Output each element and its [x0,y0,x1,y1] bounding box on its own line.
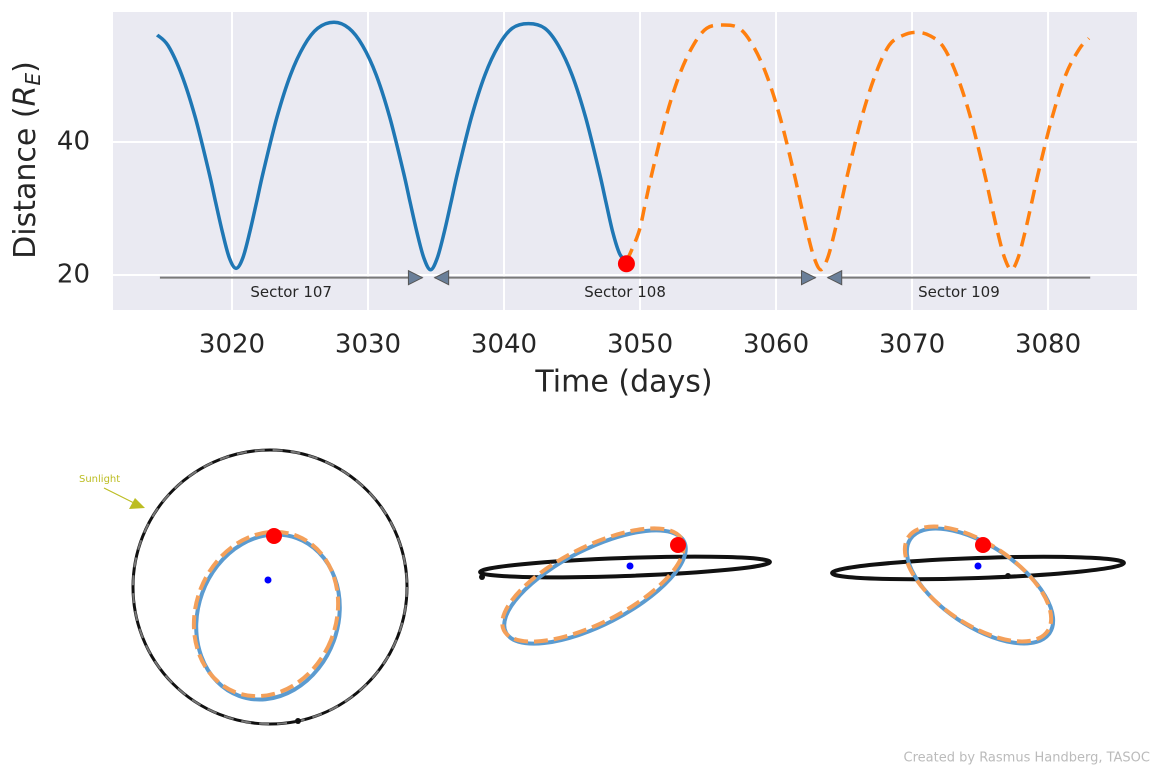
earth [974,562,982,570]
ticks: 3020 3030 3040 3050 3060 3070 3080 20 40 [57,127,1081,360]
x-tick-label: 3080 [1015,330,1081,360]
y-label-text: ) [8,61,43,73]
earth [626,562,634,570]
spacecraft [975,537,991,553]
y-tick-label: 20 [57,260,90,290]
orbit-past [194,532,342,702]
orbit-future [191,529,341,699]
sunlight-label: Sunlight [79,474,120,485]
moon-orbit [478,554,772,580]
orbit-future [902,524,1054,644]
arrowhead [407,269,424,286]
earth [264,576,272,584]
data-line [155,20,628,272]
sunlight-arrow [103,487,135,504]
y-label-subscript: E [21,73,45,86]
credit: Created by Rasmus Handberg, TASOC [904,751,1150,766]
lines [155,20,1091,273]
moon [479,574,485,580]
x-axis-label: Time (days) [534,365,712,400]
orbit-view-2 [478,526,772,646]
sector-label: Sector 107 [250,283,332,301]
y-label-text: Distance ( [8,106,43,258]
sector-label: Sector 108 [584,283,666,301]
y-axis-label: Distance (RE) [8,61,45,259]
data-line [624,23,1091,272]
sector-label: Sector 109 [918,283,1000,301]
sunlight-arrowhead [129,498,145,509]
orbit-view-1: Sunlight [79,448,409,726]
x-tick-label: 3040 [471,330,537,360]
orbit-view-3 [830,524,1126,646]
moon-orbit [131,448,409,726]
spacecraft [266,528,282,544]
x-tick-label: 3050 [607,330,673,360]
spacecraft [670,537,686,553]
grid [113,12,1137,310]
moon [295,718,301,724]
x-tick-label: 3060 [743,330,809,360]
arrowhead [826,269,843,286]
y-tick-label: 40 [57,127,90,157]
sector-annotations: Sector 107 Sector 108 Sector 109 [159,269,1091,301]
x-tick-label: 3030 [335,330,401,360]
moon [1005,573,1011,579]
x-tick-label: 3020 [199,330,265,360]
x-tick-label: 3070 [879,330,945,360]
arrowhead [433,269,450,286]
moon-orbit-dashed [132,449,408,725]
moon-orbit [830,554,1126,582]
current-position [617,255,635,273]
arrowhead [800,269,817,286]
y-label-symbol: R [8,86,43,107]
